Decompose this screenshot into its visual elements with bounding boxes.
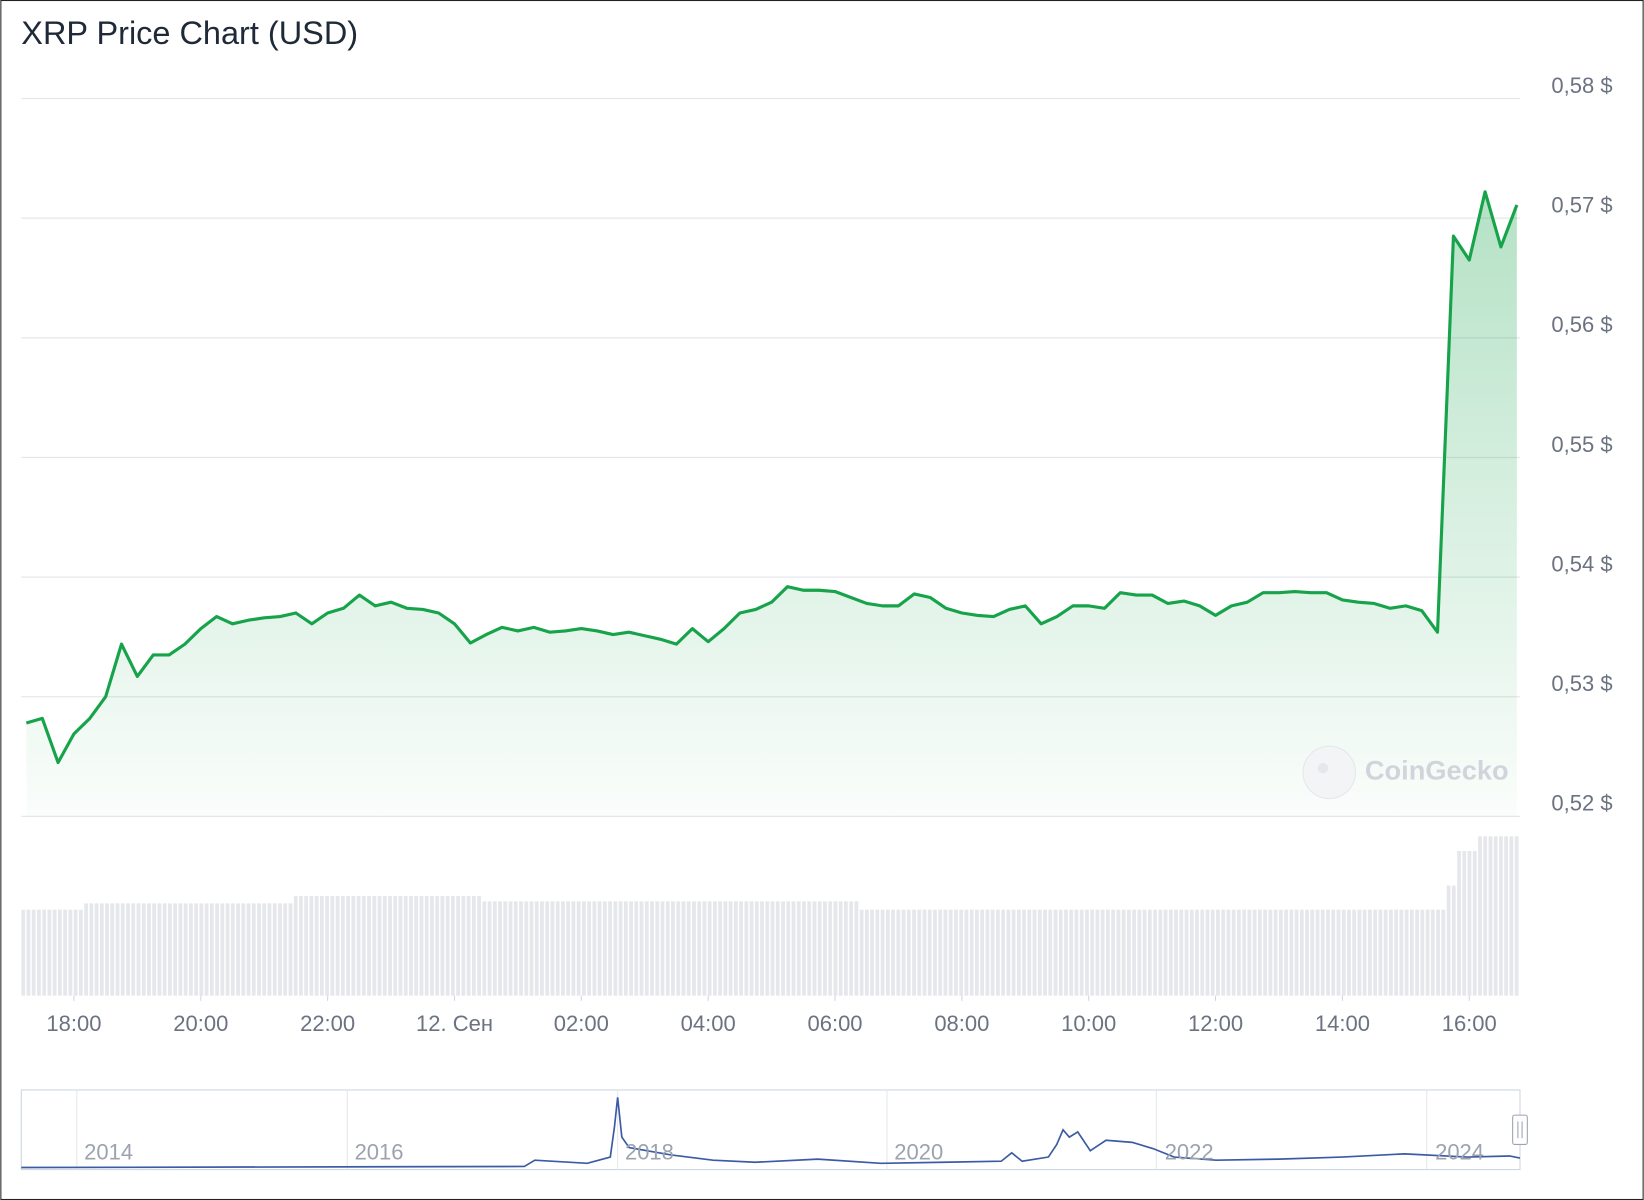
- x-tick-label: 22:00: [300, 1011, 355, 1036]
- x-tick-label: 02:00: [554, 1011, 609, 1036]
- x-tick-label: 16:00: [1442, 1011, 1497, 1036]
- x-tick-label: 12. Сен: [416, 1011, 493, 1036]
- navigator-label: 2024: [1435, 1140, 1484, 1165]
- volume-bars: [21, 836, 1520, 996]
- navigator-label: 2022: [1165, 1140, 1214, 1165]
- x-tick-label: 12:00: [1188, 1011, 1243, 1036]
- x-tick-label: 20:00: [173, 1011, 228, 1036]
- y-tick-label: 0,52 $: [1551, 791, 1612, 816]
- navigator-label: 2016: [355, 1140, 404, 1165]
- y-tick-label: 0,55 $: [1551, 432, 1612, 457]
- x-tick-label: 06:00: [807, 1011, 862, 1036]
- navigator-label: 2014: [84, 1140, 133, 1165]
- watermark: CoinGecko: [1365, 755, 1509, 786]
- y-tick-label: 0,56 $: [1551, 312, 1612, 337]
- y-tick-label: 0,58 $: [1551, 73, 1612, 98]
- x-tick-label: 14:00: [1315, 1011, 1370, 1036]
- x-tick-label: 10:00: [1061, 1011, 1116, 1036]
- navigator-label: 2020: [894, 1140, 943, 1165]
- watermark-logo: [1302, 745, 1356, 800]
- y-tick-label: 0,57 $: [1551, 192, 1612, 217]
- navigator: [20, 1089, 1528, 1171]
- x-tick-label: 08:00: [934, 1011, 989, 1036]
- navigator-label: 2018: [625, 1140, 674, 1165]
- y-tick-label: 0,54 $: [1551, 551, 1612, 576]
- x-tick-label: 18:00: [46, 1011, 101, 1036]
- chart-title: XRP Price Chart (USD): [21, 15, 358, 51]
- price-line: [25, 190, 1519, 765]
- y-tick-label: 0,53 $: [1551, 671, 1612, 696]
- x-tick-label: 04:00: [681, 1011, 736, 1036]
- area-fill: [26, 191, 1517, 817]
